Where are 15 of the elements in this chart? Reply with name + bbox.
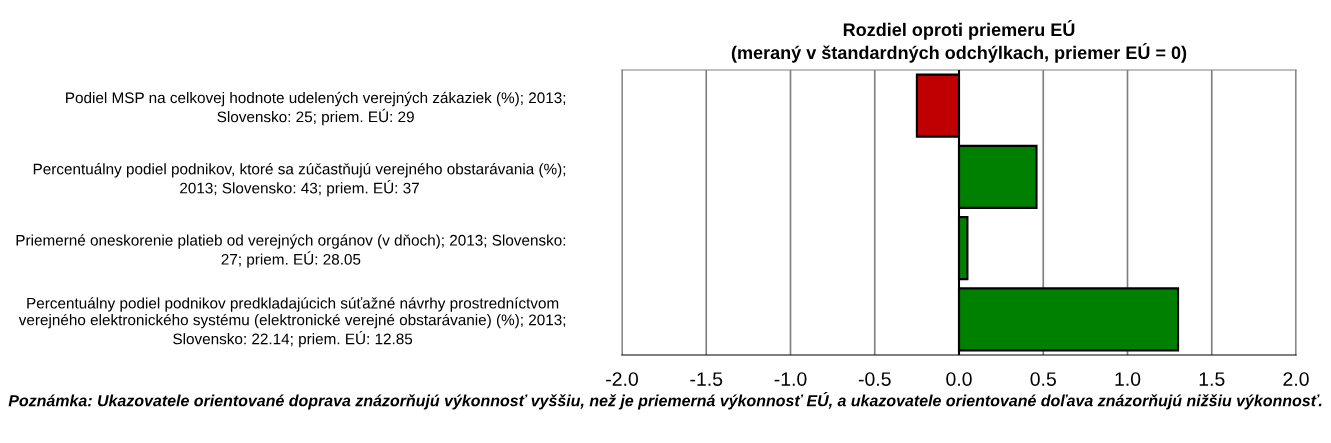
- x-tick-label: -0.5: [858, 372, 891, 386]
- x-tick-label: 1.5: [1199, 372, 1225, 386]
- x-tick-label: -1.5: [690, 372, 723, 386]
- x-tick-label: 2.0: [1283, 372, 1309, 386]
- text: Poznámka: Ukazovatele orientované doprava znázorňujú výkonnosť vyššiu, než je priemerná výkonnosť EÚ, a ukazovatele orientované doľava znázorňujú nižšiu výkonnosť.: [8, 392, 1322, 410]
- y-tick-label: Percentuálny podiel podnikov, ktoré sa zúčastňujú verejného obstarávania (%); 2013; Slovensko: 43; priem. EÚ: 37: [33, 163, 566, 197]
- x-tick-label: -2.0: [606, 372, 638, 386]
- y-tick-label: Podiel MSP na celkovej hodnote udelených verejných zákaziek (%); 2013; Slovensko: 25; priem. EÚ: 29: [66, 91, 566, 126]
- chart-title: Rozdiel oproti priemeru EÚ (meraný v štandardných odchýlkach, priemer EÚ = 0): [731, 19, 1187, 63]
- y-tick-label: Priemerné oneskorenie platieb od verejných orgánov (v dňoch); 2013; Slovensko: 27; priem. EÚ: 28.05: [16, 234, 566, 268]
- y-tick-label: Percentuálny podiel podnikov predkladajúcich súťažné návrhy prostredníctvom verejného elektronického systému (elektronické verejné obstarávanie) (%); 2013; Slovensko: 22.14; priem. EÚ: 12.85: [18, 297, 566, 348]
- x-tick-label: 1.0: [1115, 372, 1141, 386]
- x-tick-label: 0.0: [946, 372, 972, 386]
- x-tick-label: -1.0: [774, 372, 807, 386]
- x-tick-label: 0.5: [1030, 372, 1056, 386]
